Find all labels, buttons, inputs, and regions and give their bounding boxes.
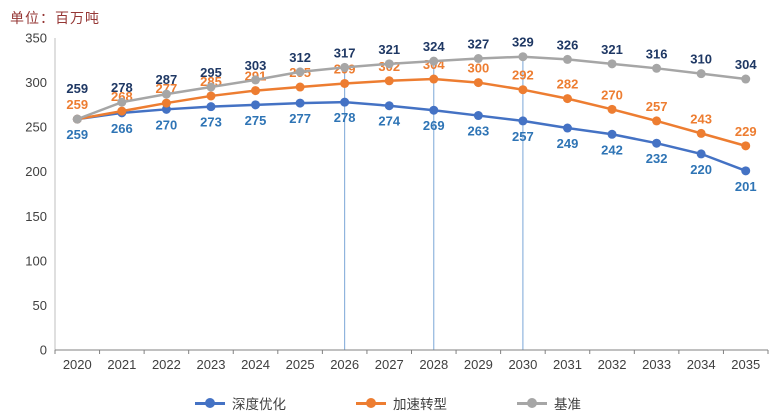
- svg-text:300: 300: [467, 61, 489, 76]
- svg-text:232: 232: [646, 151, 668, 166]
- svg-text:321: 321: [378, 42, 400, 57]
- svg-text:257: 257: [512, 129, 534, 144]
- svg-text:2027: 2027: [375, 357, 404, 372]
- svg-text:259: 259: [66, 81, 88, 96]
- svg-text:317: 317: [334, 45, 356, 60]
- svg-text:350: 350: [25, 31, 47, 46]
- svg-text:243: 243: [690, 111, 712, 126]
- svg-text:201: 201: [735, 179, 757, 194]
- legend-item-baseline: 基准: [517, 393, 581, 413]
- svg-text:2023: 2023: [197, 357, 226, 372]
- svg-text:2034: 2034: [687, 357, 716, 372]
- legend-marker-accelerated-transition-icon: [356, 398, 386, 409]
- svg-text:2030: 2030: [508, 357, 537, 372]
- svg-text:2031: 2031: [553, 357, 582, 372]
- svg-text:2026: 2026: [330, 357, 359, 372]
- svg-text:282: 282: [557, 77, 579, 92]
- svg-text:326: 326: [557, 37, 579, 52]
- svg-text:303: 303: [245, 58, 267, 73]
- svg-text:300: 300: [25, 75, 47, 90]
- svg-text:2022: 2022: [152, 357, 181, 372]
- svg-text:278: 278: [334, 110, 356, 125]
- svg-text:2024: 2024: [241, 357, 270, 372]
- svg-text:269: 269: [423, 118, 445, 133]
- svg-text:250: 250: [25, 120, 47, 135]
- legend-marker-deep-optimization-icon: [195, 398, 225, 409]
- svg-text:270: 270: [601, 87, 623, 102]
- svg-text:312: 312: [289, 50, 311, 65]
- line-chart: 0 50 100 150 200 250 300 350 2020 2021 2022 2023 202…: [25, 31, 769, 372]
- svg-text:2032: 2032: [598, 357, 627, 372]
- svg-text:200: 200: [25, 164, 47, 179]
- svg-text:249: 249: [557, 136, 579, 151]
- svg-text:150: 150: [25, 209, 47, 224]
- svg-text:321: 321: [601, 42, 623, 57]
- svg-text:275: 275: [245, 113, 267, 128]
- unit-label: 单位：百万吨: [10, 10, 100, 26]
- svg-text:2033: 2033: [642, 357, 671, 372]
- legend-marker-baseline-icon: [517, 398, 547, 409]
- svg-text:229: 229: [735, 124, 757, 139]
- svg-text:100: 100: [25, 253, 47, 268]
- legend-item-deep-optimization: 深度优化: [195, 393, 286, 413]
- svg-text:220: 220: [690, 162, 712, 177]
- svg-text:277: 277: [289, 111, 311, 126]
- svg-text:259: 259: [66, 127, 88, 142]
- svg-text:50: 50: [33, 298, 47, 313]
- legend-label-baseline: 基准: [554, 397, 581, 412]
- legend-item-accelerated-transition: 加速转型: [356, 393, 447, 413]
- svg-text:2035: 2035: [731, 357, 760, 372]
- svg-text:287: 287: [156, 72, 178, 87]
- svg-text:2020: 2020: [63, 357, 92, 372]
- svg-text:329: 329: [512, 35, 534, 50]
- svg-text:263: 263: [467, 124, 489, 139]
- svg-text:2025: 2025: [286, 357, 315, 372]
- chart-legend: 深度优化 加速转型 基准: [0, 393, 776, 413]
- legend-label-deep-optimization: 深度优化: [232, 397, 286, 412]
- svg-text:2029: 2029: [464, 357, 493, 372]
- svg-text:273: 273: [200, 115, 222, 130]
- svg-text:274: 274: [378, 114, 400, 129]
- svg-text:266: 266: [111, 121, 133, 136]
- svg-text:259: 259: [66, 97, 88, 112]
- svg-text:257: 257: [646, 99, 668, 114]
- svg-text:2028: 2028: [419, 357, 448, 372]
- svg-text:310: 310: [690, 52, 712, 67]
- svg-text:324: 324: [423, 39, 445, 54]
- svg-text:304: 304: [735, 57, 757, 72]
- legend-label-accelerated-transition: 加速转型: [393, 397, 447, 412]
- svg-text:292: 292: [512, 68, 534, 83]
- svg-text:295: 295: [200, 65, 222, 80]
- svg-text:327: 327: [467, 37, 489, 52]
- svg-text:2021: 2021: [107, 357, 136, 372]
- svg-text:270: 270: [156, 117, 178, 132]
- svg-text:0: 0: [40, 343, 47, 358]
- svg-text:278: 278: [111, 80, 133, 95]
- svg-text:316: 316: [646, 46, 668, 61]
- svg-text:242: 242: [601, 142, 623, 157]
